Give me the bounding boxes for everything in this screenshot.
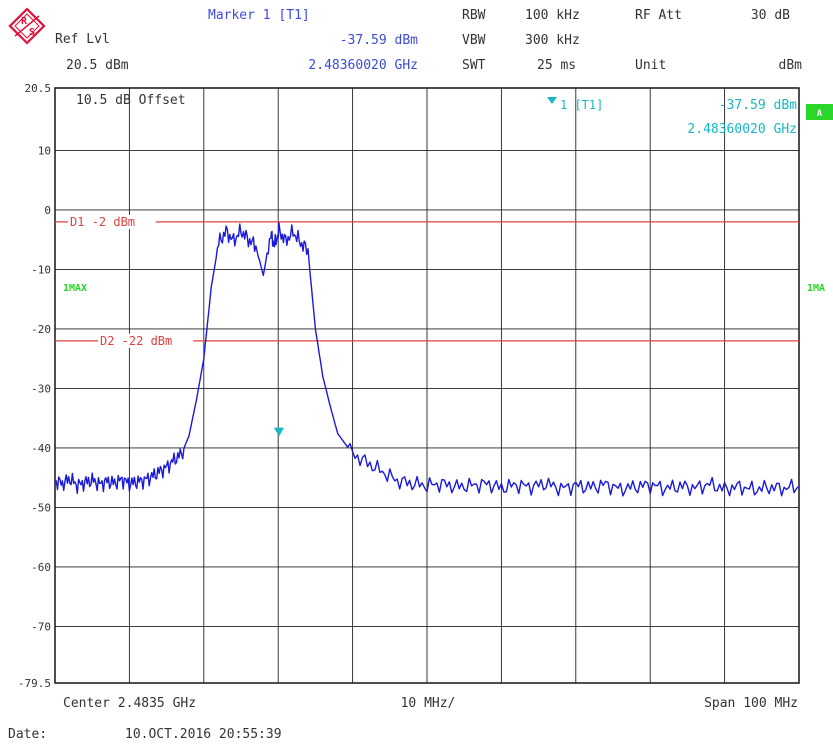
marker-header-label: Marker 1 [T1] xyxy=(208,8,310,23)
reference-label-d1: D1 -2 dBm xyxy=(70,215,135,229)
unit-label: Unit xyxy=(635,58,666,73)
trigger-badge-label: A xyxy=(817,109,823,119)
reference-label-d2: D2 -22 dBm xyxy=(100,334,172,348)
plot-area: 20.5 10 0 -10 -20 -30 -40 -50 -60 -70 -79.5 D1 -2 … xyxy=(18,82,800,690)
grid xyxy=(55,88,799,683)
trace-1max xyxy=(54,222,800,497)
svg-text:S: S xyxy=(29,27,35,38)
vbw-label: VBW xyxy=(462,33,486,48)
ref-level-label: Ref Lvl xyxy=(55,32,110,47)
trace-mode-right: 1MA xyxy=(807,283,825,294)
marker-header-frequency: 2.48360020 GHz xyxy=(308,58,418,73)
date-value: 10.OCT.2016 20:55:39 xyxy=(125,727,282,742)
reference-lines: D1 -2 dBm D2 -22 dBm xyxy=(55,214,799,348)
y-tick-label: -20 xyxy=(31,323,51,336)
vbw-value: 300 kHz xyxy=(525,33,580,48)
swt-label: SWT xyxy=(462,58,486,73)
marker-1 xyxy=(273,427,284,437)
marker-box-triangle-icon xyxy=(547,97,557,104)
y-tick-label: -79.5 xyxy=(18,677,51,690)
y-tick-label: -40 xyxy=(31,442,51,455)
rohde-schwarz-logo-icon: R S xyxy=(8,7,46,45)
rf-att-label: RF Att xyxy=(635,8,682,23)
unit-value: dBm xyxy=(779,58,803,73)
offset-label: 10.5 dB Offset xyxy=(76,93,186,108)
per-division: 10 MHz/ xyxy=(401,696,456,711)
marker-box-level: -37.59 dBm xyxy=(719,98,797,113)
y-tick-label: -10 xyxy=(31,263,51,276)
span: Span 100 MHz xyxy=(704,696,798,711)
svg-text:R: R xyxy=(21,16,28,27)
trace-mode-left: 1MAX xyxy=(63,283,87,294)
reference-label-bg xyxy=(68,214,156,229)
y-tick-label: -60 xyxy=(31,561,51,574)
rbw-label: RBW xyxy=(462,8,486,23)
y-tick-label: 10 xyxy=(38,144,51,157)
marker-header-level: -37.59 dBm xyxy=(340,33,418,48)
y-tick-label: 20.5 xyxy=(25,82,52,95)
trigger-badge xyxy=(806,104,833,120)
y-tick-label: 0 xyxy=(44,204,51,217)
y-tick-labels: 20.5 10 0 -10 -20 -30 -40 -50 -60 -70 -79.5 xyxy=(18,82,51,690)
marker-box-id: 1 [T1] xyxy=(560,98,603,112)
date-label: Date: xyxy=(8,727,47,742)
y-tick-label: -70 xyxy=(31,620,51,633)
y-tick-label: -50 xyxy=(31,501,51,514)
rf-att-value: 30 dB xyxy=(751,8,790,23)
swt-value: 25 ms xyxy=(537,58,576,73)
reference-label-bg xyxy=(98,333,194,348)
y-tick-label: -30 xyxy=(31,382,51,395)
ref-level-value: 20.5 dBm xyxy=(66,58,129,73)
rbw-value: 100 kHz xyxy=(525,8,580,23)
marker-box-frequency: 2.48360020 GHz xyxy=(687,122,797,137)
center-frequency: Center 2.4835 GHz xyxy=(63,696,196,711)
marker-1-triangle-icon xyxy=(273,427,284,437)
